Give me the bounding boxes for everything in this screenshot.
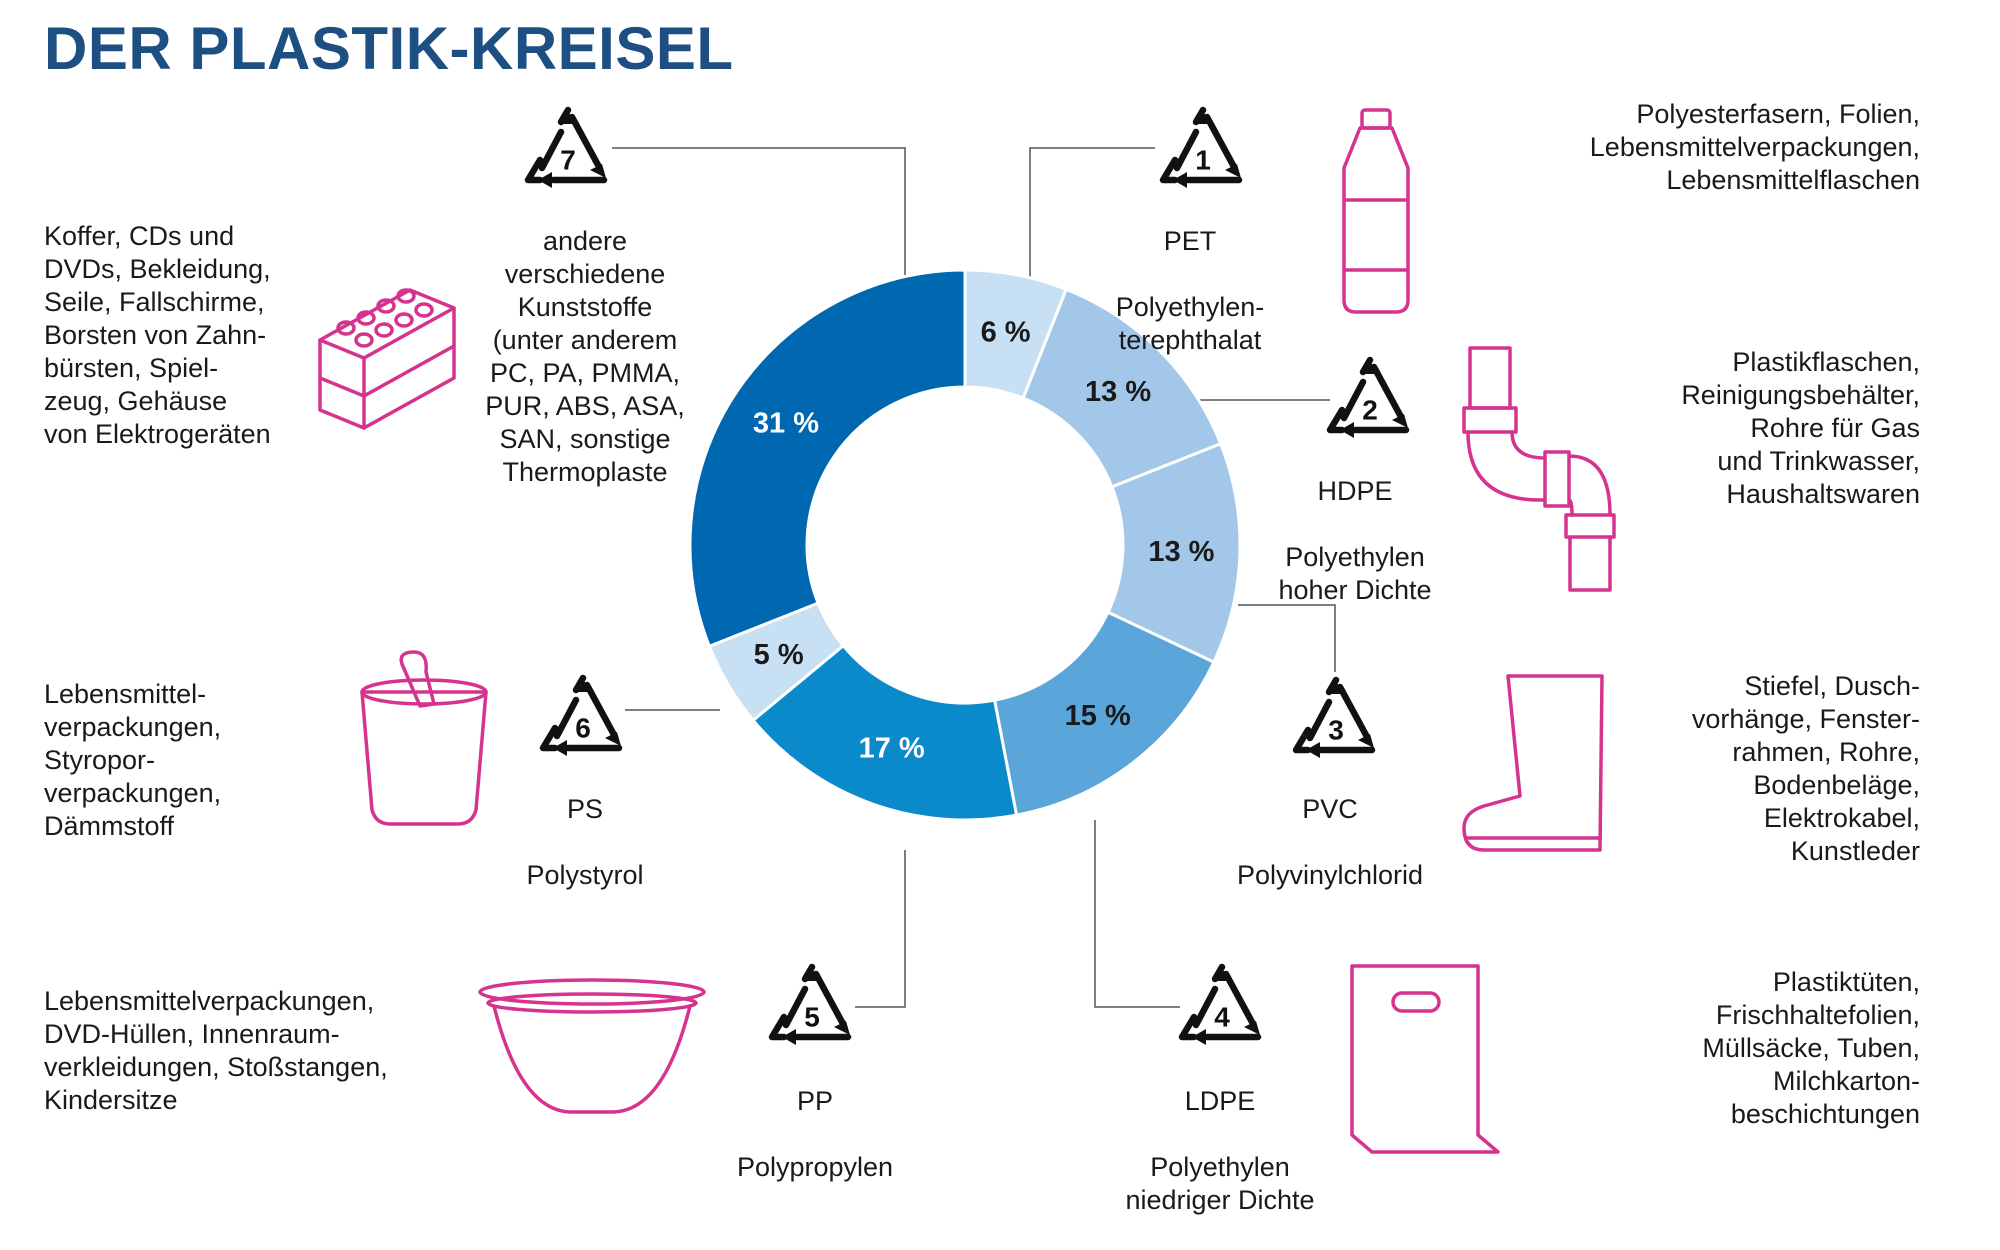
bag-icon	[1350, 964, 1500, 1154]
slice-label-4: 15 %	[1065, 700, 1131, 732]
slice-label-6: 5 %	[754, 639, 804, 671]
page-title: DER PLASTIK-KREISEL	[44, 15, 734, 82]
bowl-icon	[478, 978, 706, 1114]
toy-brick-icon	[318, 288, 456, 430]
recycling-code-7-icon: 7	[524, 106, 608, 188]
plastic-name-1: PET Polyethylen- terephthalat	[1090, 192, 1290, 390]
slice-label-2: 13 %	[1085, 376, 1151, 408]
leader-line-4	[1094, 820, 1180, 1008]
slice-label-3: 13 %	[1148, 536, 1214, 568]
uses-7: Koffer, CDs und DVDs, Bekleidung, Seile,…	[44, 221, 271, 449]
plastic-name-5: PP Polypropylen	[700, 1052, 930, 1217]
recycling-code-6-icon: 6	[539, 674, 623, 756]
leader-line-7	[612, 147, 906, 308]
uses-6: Lebensmittel- verpackungen, Styropor- ve…	[44, 679, 222, 841]
recycling-code-number-2: 2	[1362, 395, 1378, 426]
recycling-code-number-4: 4	[1214, 1002, 1230, 1033]
plastic-name-6: PS Polystyrol	[505, 760, 665, 925]
slice-label-1: 6 %	[981, 316, 1031, 348]
plastic-abbr-2: HDPE	[1317, 476, 1393, 506]
plastic-abbr-3: PVC	[1302, 794, 1358, 824]
donut-ring	[688, 268, 1242, 822]
plastic-fullname-4: Polyethylen niedriger Dichte	[1125, 1152, 1315, 1215]
leader-line-3	[1238, 604, 1336, 672]
yogurt-cup-icon	[360, 650, 488, 826]
uses-5: Lebensmittelverpackungen, DVD-Hüllen, In…	[44, 986, 388, 1115]
plastic-abbr-5: PP	[796, 1086, 834, 1116]
bottle-icon	[1342, 108, 1410, 314]
plastic-fullname-2: Polyethylen hoher Dichte	[1278, 542, 1432, 605]
plastic-fullname-1: Polyethylen- terephthalat	[1115, 292, 1265, 355]
plastic-name-2: HDPE Polyethylen hoher Dichte	[1255, 442, 1455, 640]
recycling-code-number-3: 3	[1328, 715, 1344, 746]
recycling-codes: 1 2 3 4 5 6 7	[524, 106, 1410, 1045]
recycling-code-3-icon: 3	[1292, 676, 1376, 758]
recycling-code-number-6: 6	[575, 713, 591, 744]
pipe-icon	[1462, 346, 1616, 592]
plastic-name-7: andere verschiedene Kunststoffe (unter a…	[480, 192, 690, 489]
recycling-code-2-icon: 2	[1326, 356, 1410, 438]
slice-7	[688, 268, 967, 649]
plastic-fullname-5: Polypropylen	[736, 1152, 894, 1182]
uses-3: Stiefel, Dusch- vorhänge, Fenster- rahme…	[1691, 671, 1920, 866]
recycling-code-number-5: 5	[804, 1002, 820, 1033]
product-icons	[318, 108, 1616, 1154]
plastic-fullname-3: Polyvinylchlorid	[1236, 860, 1424, 890]
leader-lines	[612, 147, 1336, 1008]
leader-line-1	[1029, 147, 1155, 311]
recycling-code-number-1: 1	[1195, 145, 1211, 176]
slice-label-5: 17 %	[859, 733, 925, 765]
recycling-code-4-icon: 4	[1178, 963, 1262, 1045]
slice-label-7: 31 %	[753, 407, 819, 439]
uses-2: Plastikflaschen, Reinigungsbehälter, Roh…	[1681, 347, 1920, 509]
boot-icon	[1462, 674, 1604, 852]
recycling-code-number-7: 7	[560, 145, 576, 176]
recycling-code-5-icon: 5	[768, 963, 852, 1045]
plastic-fullname-6: Polystyrol	[526, 860, 644, 890]
plastic-name-3: PVC Polyvinylchlorid	[1220, 760, 1440, 925]
slice-percent-labels: 6 % 13 % 13 % 15 % 17 % 5 % 31 %	[753, 316, 1215, 764]
plastic-abbr-4: LDPE	[1184, 1086, 1256, 1116]
uses-4: Plastiktüten, Frischhaltefolien, Müllsäc…	[1702, 967, 1920, 1129]
plastic-donut-chart: 6 % 13 % 13 % 15 % 17 % 5 % 31 % 1 2 3 4 5 6 7	[318, 106, 1616, 1154]
plastic-name-4: LDPE Polyethylen niedriger Dichte	[1105, 1052, 1335, 1250]
leader-line-5	[855, 850, 906, 1008]
uses-1: Polyesterfasern, Folien, Lebensmittelver…	[1589, 99, 1920, 195]
recycling-code-1-icon: 1	[1159, 106, 1243, 188]
plastic-abbr-6: PS	[566, 794, 604, 824]
plastic-name-7-text: andere verschiedene Kunststoffe (unter a…	[485, 226, 685, 487]
slice-5	[750, 643, 1019, 822]
plastic-abbr-1: PET	[1163, 226, 1217, 256]
